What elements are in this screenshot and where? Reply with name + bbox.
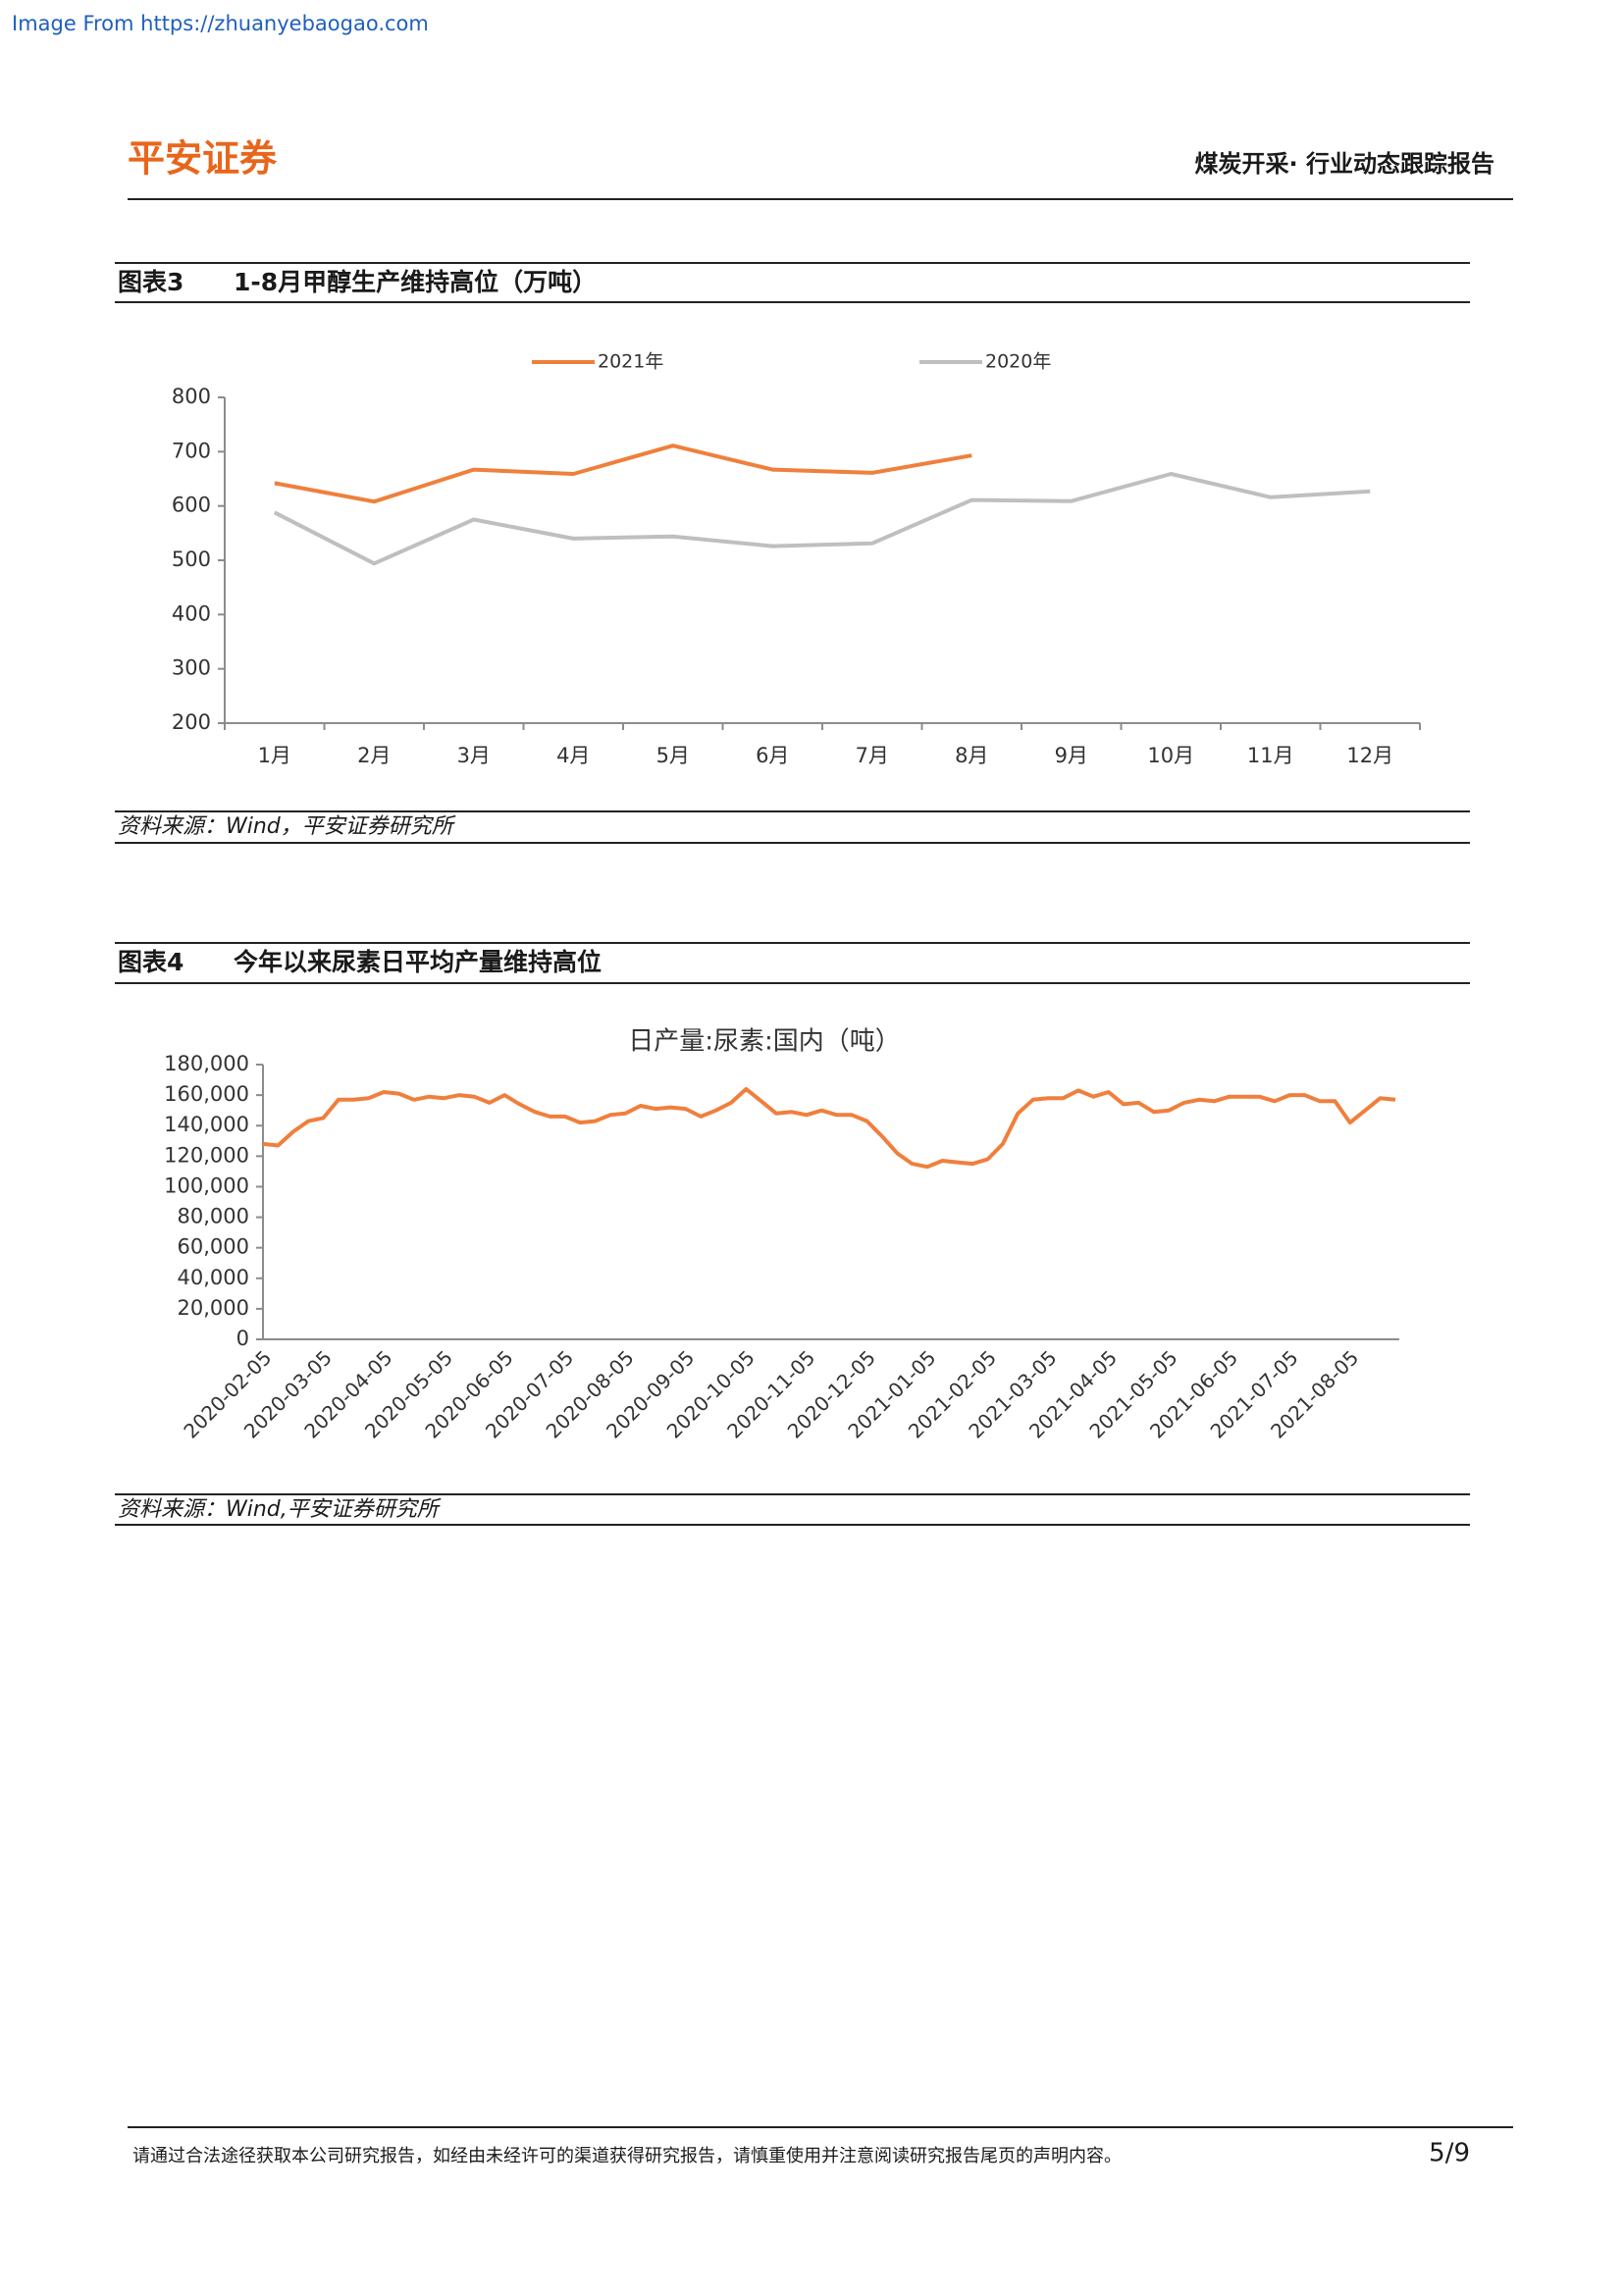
x-tick-label: 5月: [656, 744, 690, 767]
x-tick-label: 9月: [1055, 744, 1088, 767]
y-tick-label: 0: [236, 1327, 249, 1350]
x-tick-label: 6月: [756, 744, 789, 767]
y-tick-label: 120,000: [164, 1143, 249, 1167]
y-tick-label: 400: [172, 601, 211, 625]
caption-text: 今年以来尿素日平均产量维持高位: [234, 948, 602, 976]
source-note: 资料来源：Wind,平安证券研究所: [118, 1497, 442, 1522]
chart-title: 日产量:尿素:国内（吨）: [628, 1027, 901, 1057]
y-tick-label: 140,000: [164, 1113, 249, 1136]
y-tick-label: 20,000: [178, 1296, 249, 1320]
x-tick-label: 2月: [357, 744, 391, 767]
y-tick-label: 160,000: [164, 1082, 249, 1106]
x-tick-label: 11月: [1247, 744, 1294, 767]
page-number: 5/9: [1429, 2139, 1470, 2168]
x-tick-label: 4月: [556, 744, 590, 767]
logo: 平安证券: [128, 137, 278, 181]
y-tick-label: 700: [172, 439, 211, 462]
data-line: [273, 472, 1371, 566]
y-tick-label: 180,000: [164, 1052, 249, 1075]
legend-label: 2021年: [598, 351, 663, 373]
watermark: Image From https://zhuanyebaogao.com: [12, 12, 429, 35]
legend-label: 2020年: [985, 351, 1051, 373]
header-title: 煤炭开采· 行业动态跟踪报告: [1195, 150, 1494, 178]
source-note: 资料来源：Wind，平安证券研究所: [118, 814, 456, 839]
y-tick-label: 500: [172, 548, 211, 571]
x-tick-label: 8月: [955, 744, 988, 767]
x-tick-label: 3月: [457, 744, 491, 767]
x-tick-label: 12月: [1346, 744, 1393, 767]
x-tick-label: 7月: [856, 744, 889, 767]
footer-disclaimer: 请通过合法途径获取本公司研究报告，如经由未经许可的渠道获得研究报告，请慎重使用并…: [132, 2146, 1122, 2166]
caption-label: 图表4: [118, 948, 183, 976]
y-tick-label: 300: [172, 656, 211, 680]
y-tick-label: 800: [172, 385, 211, 408]
y-tick-label: 80,000: [178, 1205, 249, 1228]
y-tick-label: 60,000: [178, 1235, 249, 1259]
y-tick-label: 600: [172, 494, 211, 517]
y-tick-label: 100,000: [164, 1174, 249, 1197]
x-tick-label: 1月: [258, 744, 291, 767]
y-tick-label: 40,000: [178, 1266, 249, 1289]
caption-label: 图表3: [118, 268, 183, 296]
caption-text: 1-8月甲醇生产维持高位（万吨）: [234, 268, 597, 296]
data-line: [262, 1086, 1396, 1170]
x-tick-label: 10月: [1147, 744, 1194, 767]
data-line: [274, 444, 972, 504]
y-tick-label: 200: [172, 710, 211, 734]
